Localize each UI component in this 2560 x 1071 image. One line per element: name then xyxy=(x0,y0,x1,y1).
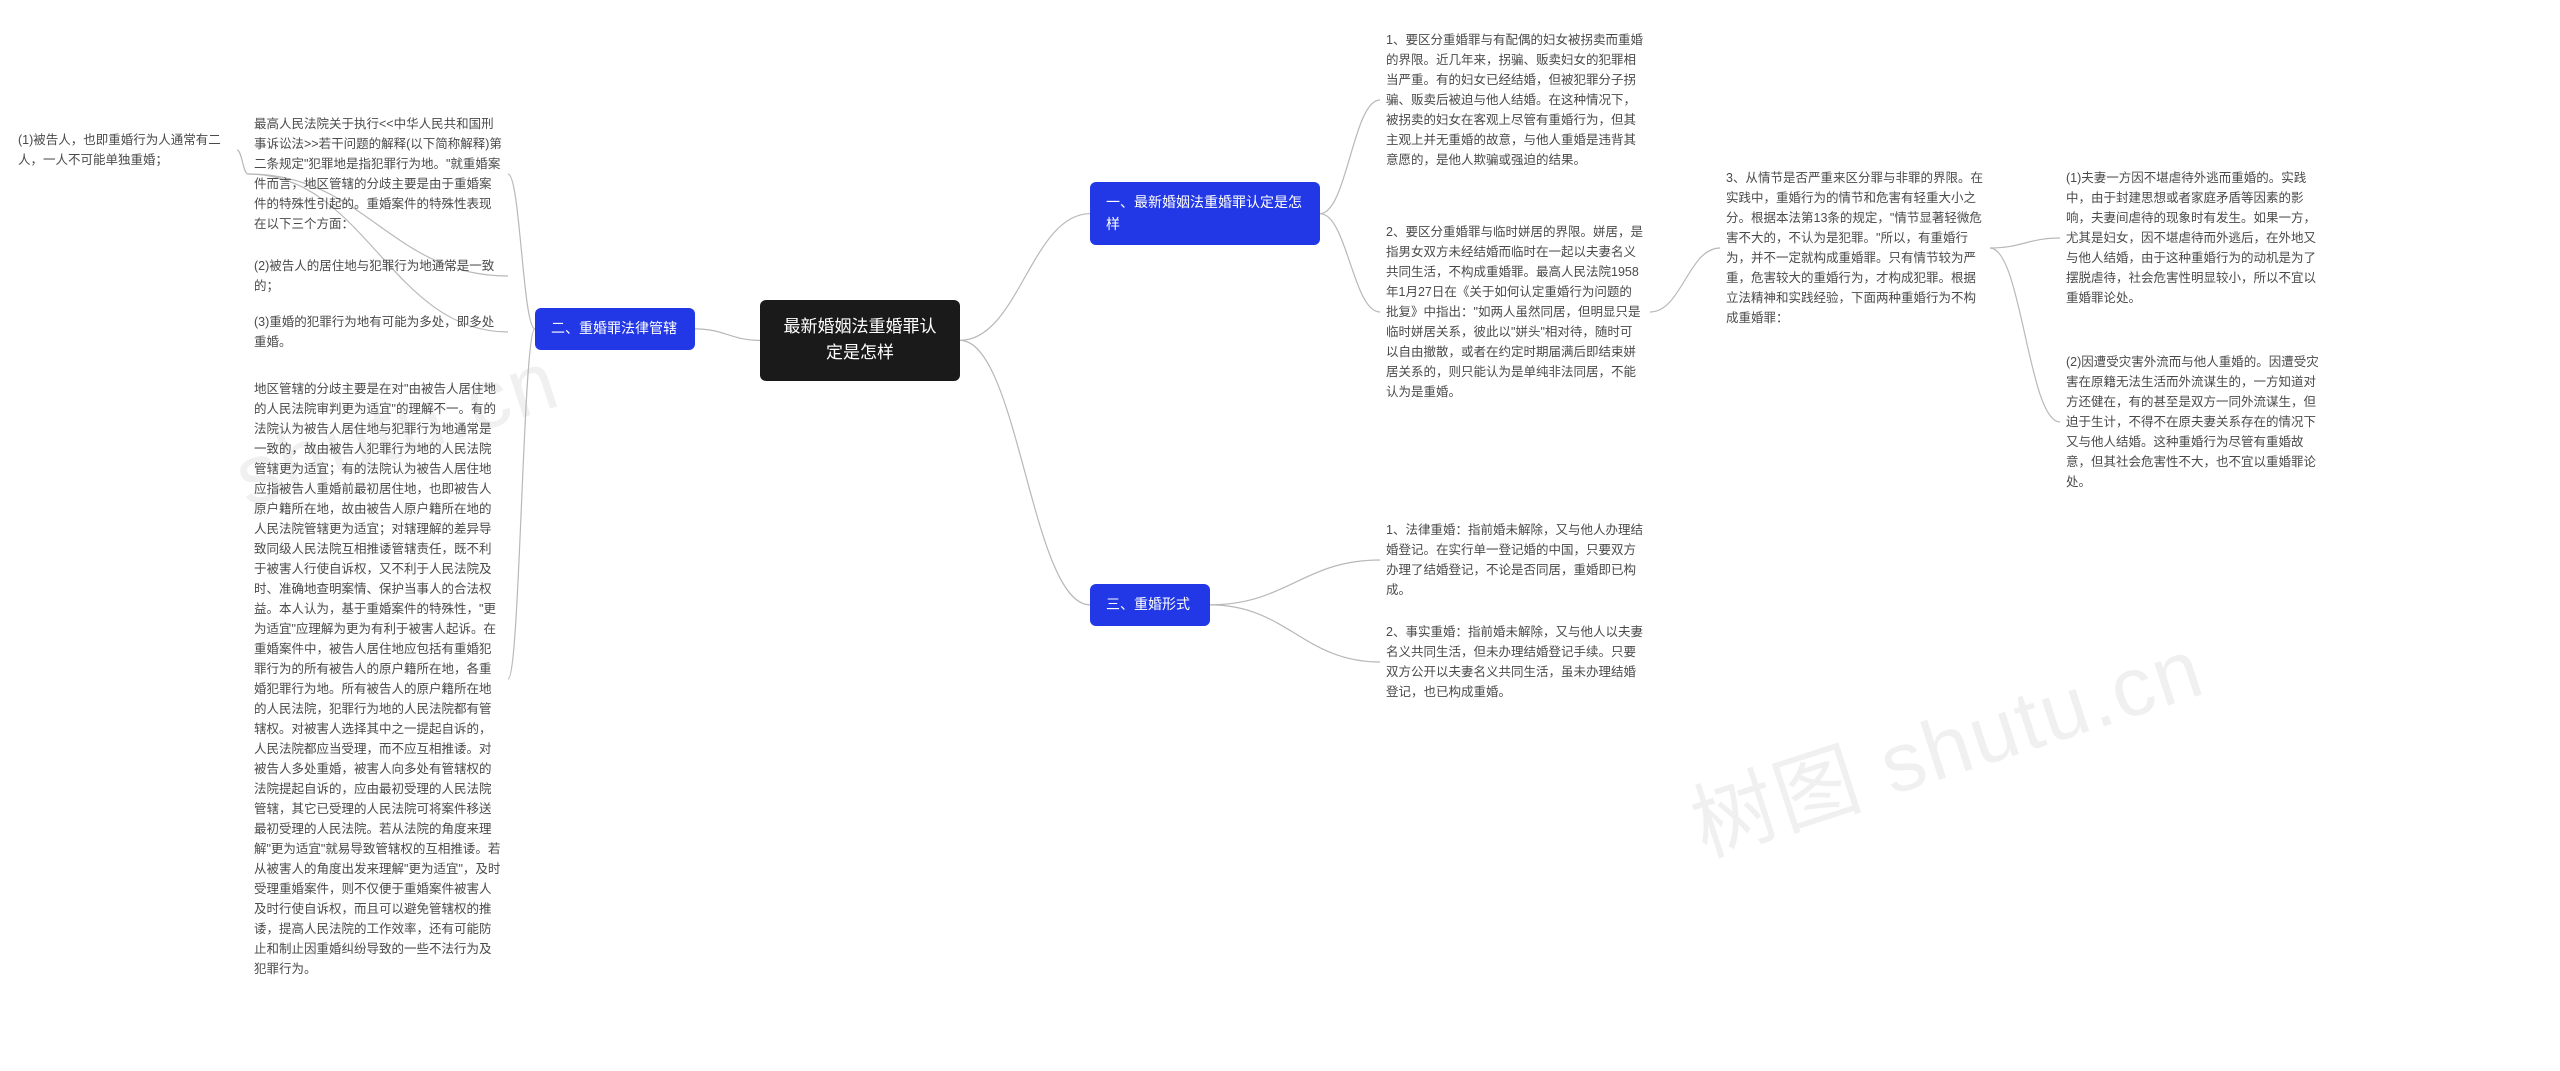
leaf-abuse-flee[interactable]: (1)夫妻一方因不堪虐待外逃而重婚的。实践中，由于封建思想或者家庭矛盾等因素的影… xyxy=(2060,164,2330,312)
main-node-three[interactable]: 三、重婚形式 xyxy=(1090,584,1210,626)
main-three-label: 三、重婚形式 xyxy=(1106,596,1190,612)
leaf-legal-bigamy[interactable]: 1、法律重婚：指前婚未解除，又与他人办理结婚登记。在实行单一登记婚的中国，只要双… xyxy=(1380,516,1650,604)
leaf-l1c2-text: (2)因遭受灾害外流而与他人重婚的。因遭受灾害在原籍无法生活而外流谋生的，一方知… xyxy=(2066,355,2319,489)
leaf-defacto-bigamy[interactable]: 2、事实重婚：指前婚未解除，又与他人以夫妻名义共同生活，但未办理结婚登记手续。只… xyxy=(1380,618,1650,706)
leaf-defendant-two[interactable]: (1)被告人，也即重婚行为人通常有二人，一人不可能单独重婚； xyxy=(12,126,237,174)
leaf-residence-same[interactable]: (2)被告人的居住地与犯罪行为地通常是一致的； xyxy=(248,252,508,300)
leaf-trafficked-women[interactable]: 1、要区分重婚罪与有配偶的妇女被拐卖而重婚的界限。近几年来，拐骗、贩卖妇女的犯罪… xyxy=(1380,26,1650,174)
leaf-l2a2-text: (2)被告人的居住地与犯罪行为地通常是一致的； xyxy=(254,259,494,293)
leaf-l1b-text: 2、要区分重婚罪与临时姘居的界限。姘居，是指男女双方未经结婚而临时在一起以夫妻名… xyxy=(1386,225,1643,399)
leaf-jurisdiction-detail[interactable]: 地区管辖的分歧主要是在对"由被告人居住地的人民法院审判更为适宜"的理解不一。有的… xyxy=(248,375,508,983)
main-node-one[interactable]: 一、最新婚姻法重婚罪认定是怎样 xyxy=(1090,182,1320,245)
root-label: 最新婚姻法重婚罪认定是怎样 xyxy=(784,317,937,362)
root-node[interactable]: 最新婚姻法重婚罪认定是怎样 xyxy=(760,300,960,381)
main-node-two[interactable]: 二、重婚罪法律管辖 xyxy=(535,308,695,350)
watermark-2: 树图 shutu.cn xyxy=(1674,601,2216,880)
leaf-l2b-text: 地区管辖的分歧主要是在对"由被告人居住地的人民法院审判更为适宜"的理解不一。有的… xyxy=(254,382,500,976)
main-two-label: 二、重婚罪法律管辖 xyxy=(551,320,677,336)
leaf-l3b-text: 2、事实重婚：指前婚未解除，又与他人以夫妻名义共同生活，但未办理结婚登记手续。只… xyxy=(1386,625,1643,699)
leaf-l1a-text: 1、要区分重婚罪与有配偶的妇女被拐卖而重婚的界限。近几年来，拐骗、贩卖妇女的犯罪… xyxy=(1386,33,1643,167)
leaf-l3a-text: 1、法律重婚：指前婚未解除，又与他人办理结婚登记。在实行单一登记婚的中国，只要双… xyxy=(1386,523,1643,597)
leaf-jurisdiction-intro[interactable]: 最高人民法院关于执行<<中华人民共和国刑事诉讼法>>若干问题的解释(以下简称解释… xyxy=(248,110,508,238)
leaf-severity[interactable]: 3、从情节是否严重来区分罪与非罪的界限。在实践中，重婚行为的情节和危害有轻重大小… xyxy=(1720,164,1990,332)
leaf-l1c-text: 3、从情节是否严重来区分罪与非罪的界限。在实践中，重婚行为的情节和危害有轻重大小… xyxy=(1726,171,1983,325)
leaf-l2a3-text: (3)重婚的犯罪行为地有可能为多处，即多处重婚。 xyxy=(254,315,494,349)
leaf-multiple-places[interactable]: (3)重婚的犯罪行为地有可能为多处，即多处重婚。 xyxy=(248,308,508,356)
leaf-l1c1-text: (1)夫妻一方因不堪虐待外逃而重婚的。实践中，由于封建思想或者家庭矛盾等因素的影… xyxy=(2066,171,2316,305)
leaf-cohabitation[interactable]: 2、要区分重婚罪与临时姘居的界限。姘居，是指男女双方未经结婚而临时在一起以夫妻名… xyxy=(1380,218,1650,406)
leaf-disaster-flee[interactable]: (2)因遭受灾害外流而与他人重婚的。因遭受灾害在原籍无法生活而外流谋生的，一方知… xyxy=(2060,348,2330,496)
leaf-l2a-text: 最高人民法院关于执行<<中华人民共和国刑事诉讼法>>若干问题的解释(以下简称解释… xyxy=(254,117,502,231)
leaf-l2a1-text: (1)被告人，也即重婚行为人通常有二人，一人不可能单独重婚； xyxy=(18,133,221,167)
main-one-label: 一、最新婚姻法重婚罪认定是怎样 xyxy=(1106,194,1302,232)
